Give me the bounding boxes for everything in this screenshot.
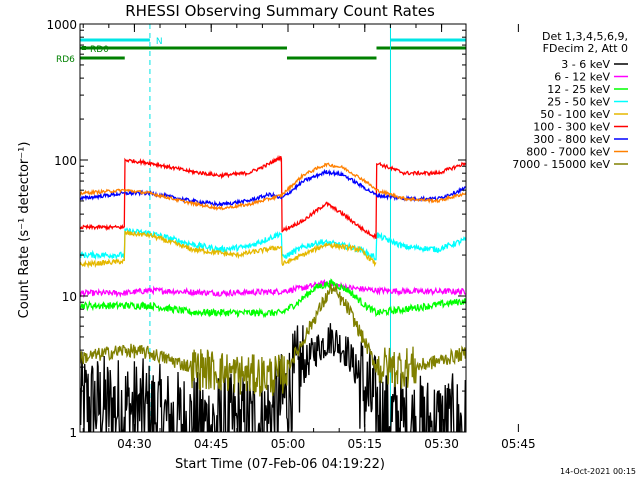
- x-tick-label: 05:00: [271, 437, 306, 451]
- x-tick-label: 05:30: [424, 437, 459, 451]
- footer-timestamp: 14-Oct-2021 00:15: [560, 467, 636, 476]
- y-tick-label: 1000: [46, 18, 77, 32]
- legend-label: 3 - 6 keV: [561, 58, 610, 71]
- series-layer: [80, 154, 466, 432]
- x-axis-label: Start Time (07-Feb-06 04:19:22): [175, 457, 385, 472]
- series-line: [80, 283, 466, 397]
- legend-label: 25 - 50 keV: [547, 96, 610, 109]
- y-axis-label: Count Rate (s⁻¹ detector⁻¹): [17, 142, 32, 319]
- y-tick-label: 1: [69, 426, 77, 440]
- y-tick-label: 10: [62, 290, 77, 304]
- x-tick-label: 05:45: [501, 437, 536, 451]
- flag-label: RD6: [56, 55, 75, 65]
- legend-label: 300 - 800 keV: [533, 133, 610, 146]
- y-tick-label: 100: [54, 154, 77, 168]
- legend-label: 100 - 300 keV: [533, 121, 610, 134]
- series-line: [80, 168, 466, 207]
- flag-marker: [82, 46, 86, 50]
- flag-label: N: [156, 37, 163, 47]
- legend-label: 7000 - 15000 keV: [512, 158, 610, 171]
- series-line: [80, 162, 466, 212]
- flag-bars: N RD0 RD6: [56, 37, 466, 65]
- info-line: FDecim 2, Att 0: [543, 42, 628, 55]
- legend-label: 800 - 7000 keV: [526, 146, 610, 159]
- plot-frame: [79, 23, 467, 433]
- x-tick-label: 05:15: [347, 437, 382, 451]
- legend-label: 6 - 12 keV: [554, 71, 610, 84]
- x-tick-label: 04:30: [117, 437, 152, 451]
- axis-ticks: 1 10 100 1000 04:30 04:45 05:00 05:15 05:30 05:45: [46, 18, 535, 451]
- series-line: [80, 278, 466, 319]
- info-line: Det 1,3,4,5,6,9,: [542, 30, 628, 43]
- x-tick-label: 04:45: [194, 437, 229, 451]
- flag-label: RD0: [90, 45, 109, 55]
- chart-title: RHESSI Observing Summary Count Rates: [125, 2, 435, 20]
- legend-label: 50 - 100 keV: [540, 108, 610, 121]
- series-line: [80, 278, 466, 299]
- series-line: [80, 154, 466, 240]
- series-line: [80, 229, 377, 269]
- legend-label: 12 - 25 keV: [547, 83, 610, 96]
- info-block: Det 1,3,4,5,6,9, FDecim 2, Att 0: [542, 30, 628, 55]
